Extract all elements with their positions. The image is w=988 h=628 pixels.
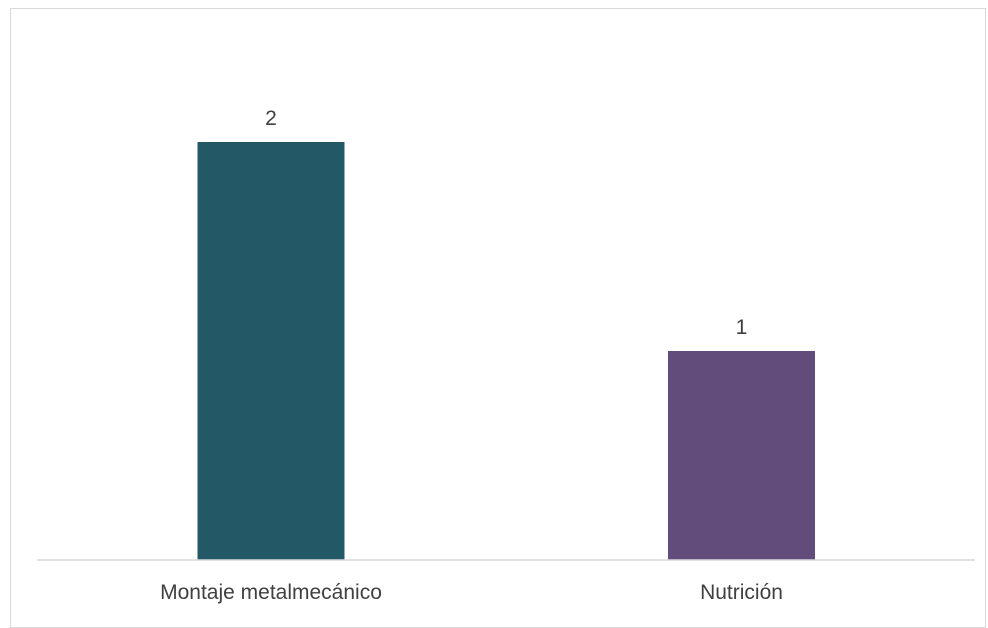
x-tick-label-1: Montaje metalmecánico xyxy=(160,581,382,604)
x-tick-label-2: Nutrición xyxy=(700,581,783,604)
data-label-2: 1 xyxy=(736,316,748,339)
bar-1 xyxy=(197,142,345,560)
bar-2 xyxy=(668,351,815,560)
labels-layer: 21 xyxy=(265,107,747,339)
bars-layer xyxy=(197,142,815,560)
x-axis-tick-labels: Montaje metalmecánico Nutrición xyxy=(160,581,783,604)
data-label-1: 2 xyxy=(265,107,277,130)
